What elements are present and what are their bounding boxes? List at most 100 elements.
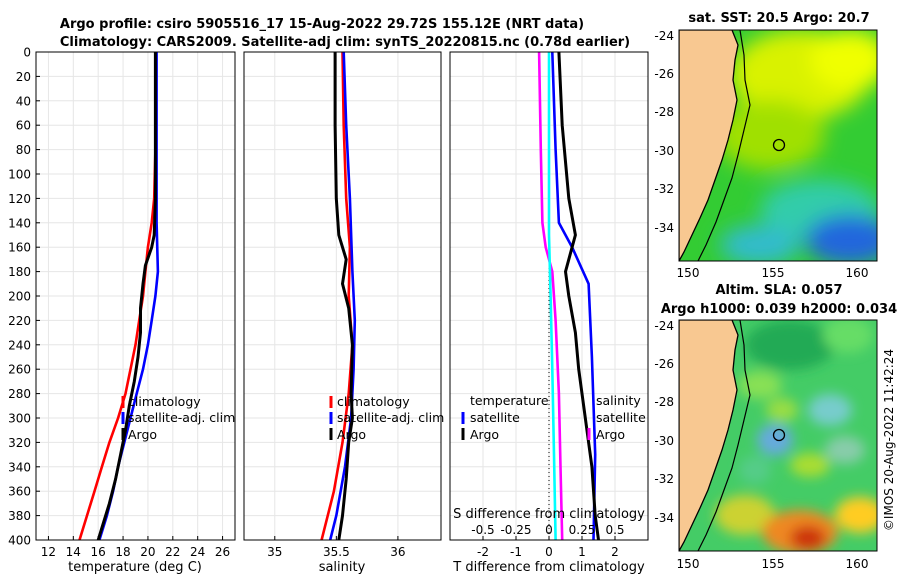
legend-argo: Argo (128, 427, 157, 442)
temperature-legend: climatology satellite-adj. clim Argo (121, 394, 235, 442)
sla-blob (745, 320, 835, 370)
legend-argo-left: Argo (470, 427, 499, 442)
temperature-panel: 0 20 40 60 80 100 120 140 160 180 200 220 240 260 280 3… (8, 46, 236, 575)
depth-tick-label: 140 (8, 216, 31, 230)
sla-heatmap (679, 320, 877, 551)
depth-tick-label: 360 (8, 485, 31, 499)
sst-argo-marker (772, 138, 786, 152)
sst-x-tick: 150 (677, 266, 700, 280)
temperature-grid (36, 51, 235, 541)
depth-tick-label: 0 (23, 46, 31, 60)
sla-map-title-1: Altim. SLA: 0.057 (716, 283, 843, 298)
footer-timestamp: ©IMOS 20-Aug-2022 11:42:24 (882, 349, 896, 531)
series-line-satellite (551, 52, 597, 540)
sst-y-tick: -30 (654, 144, 674, 158)
x-tick-label: 0 (545, 545, 553, 559)
sst-y-tick: -34 (654, 221, 674, 235)
salinity-panel: 35 35.5 36 salinity climatology satellite-… (243, 51, 444, 575)
x-tick-label: 2 (611, 545, 619, 559)
sla-map-frame (678, 319, 878, 552)
legend-argo-right: Argo (596, 427, 625, 442)
sla-y-tick: -34 (654, 511, 674, 525)
sla-y-tick: -28 (654, 395, 674, 409)
depth-tick-label: 260 (8, 363, 31, 377)
legend-salinity: salinity (596, 393, 641, 408)
t-difference-tick-labels: -2 -1 0 1 2 (477, 536, 619, 559)
sst-heatmap (679, 30, 877, 261)
sla-blob (790, 453, 830, 477)
series-line-temperature (547, 52, 557, 540)
series-line-argo (333, 52, 354, 540)
depth-tick-label: 340 (8, 460, 31, 474)
sst-land (679, 30, 739, 261)
series-line-satellite-adj-clim (328, 52, 357, 540)
depth-tick-label: 80 (16, 143, 31, 157)
legend-climatology: climatology (337, 394, 410, 409)
sla-blob (739, 456, 771, 484)
sla-map-title-2: Argo h1000: 0.039 h2000: 0.034 (661, 302, 897, 317)
s-diff-tick-label: 0.5 (605, 523, 624, 537)
sst-map-title: sat. SST: 20.5 Argo: 20.7 (688, 11, 869, 26)
sst-isobath (697, 30, 751, 261)
x-tick-label: 12 (41, 545, 56, 559)
sla-map-ticks: 150 155 160 -24 -26 -28 -30 -32 -34 (654, 319, 868, 571)
sst-map-ticks: 150 155 160 -24 -26 -28 -30 -32 -34 (654, 29, 868, 280)
depth-tick-label: 280 (8, 387, 31, 401)
s-diff-tick-label: -0.5 (471, 523, 494, 537)
sla-y-tick: -26 (654, 357, 674, 371)
sst-warm-blob (715, 100, 825, 170)
salinity-legend: climatology satellite-adj. clim Argo (329, 394, 444, 442)
x-tick-label: 1 (578, 545, 586, 559)
sla-high-blob (715, 495, 775, 535)
s-diff-tick-label: -0.25 (500, 523, 531, 537)
sst-map-frame (678, 29, 878, 262)
series-line-salinity (537, 52, 564, 540)
depth-tick-label: 200 (8, 290, 31, 304)
sla-low-blob (757, 424, 793, 456)
sla-map: Altim. SLA: 0.057 Argo h1000: 0.039 h200… (654, 283, 897, 571)
sst-y-tick: -26 (654, 67, 674, 81)
s-diff-tick-label: 0.25 (569, 523, 596, 537)
temperature-xlabel: temperature (deg C) (68, 560, 202, 575)
depth-tick-label: 240 (8, 338, 31, 352)
title-line-1: Argo profile: csiro 5905516_17 15-Aug-20… (60, 17, 584, 32)
sla-blob (738, 371, 782, 399)
sla-x-tick: 150 (677, 557, 700, 571)
s-diff-tick-label: 0 (545, 523, 553, 537)
legend-satellite-left: satellite (470, 410, 520, 425)
depth-tick-label: 20 (16, 70, 31, 84)
x-tick-label: 18 (115, 545, 130, 559)
sst-field-blobs (715, 30, 877, 261)
sst-y-tick: -24 (654, 29, 674, 43)
depth-tick-label: 320 (8, 436, 31, 450)
x-tick-label: 16 (91, 545, 106, 559)
difference-legend-left: temperature satellite Argo (461, 393, 549, 442)
sla-blob (823, 320, 873, 353)
legend-satellite: satellite-adj. clim (128, 410, 235, 425)
sla-argo-marker (772, 428, 786, 442)
sla-land (679, 320, 739, 551)
salinity-lines (320, 52, 357, 540)
legend-argo: Argo (337, 427, 366, 442)
difference-lines (537, 52, 600, 540)
temperature-lines (78, 52, 160, 540)
series-line-argo (557, 52, 600, 540)
depth-tick-labels: 0 20 40 60 80 100 120 140 160 180 200 220 240 260 280 3… (8, 46, 40, 548)
x-tick-label: 20 (140, 545, 155, 559)
sla-blob (766, 398, 798, 422)
depth-tick-label: 300 (8, 412, 31, 426)
t-difference-xlabel: T difference from climatology (452, 560, 645, 575)
sst-x-tick: 155 (762, 266, 785, 280)
sla-low-blob (808, 394, 852, 426)
legend-climatology: climatology (128, 394, 201, 409)
sla-high-blob (790, 526, 826, 550)
sst-x-tick: 160 (846, 266, 869, 280)
x-tick-label: 36 (390, 545, 405, 559)
sla-x-tick: 155 (762, 557, 785, 571)
depth-tick-label: 40 (16, 94, 31, 108)
sst-y-tick: -32 (654, 182, 674, 196)
depth-tick-label: 100 (8, 168, 31, 182)
sla-y-tick: -24 (654, 319, 674, 333)
sla-x-tick: 160 (846, 557, 869, 571)
